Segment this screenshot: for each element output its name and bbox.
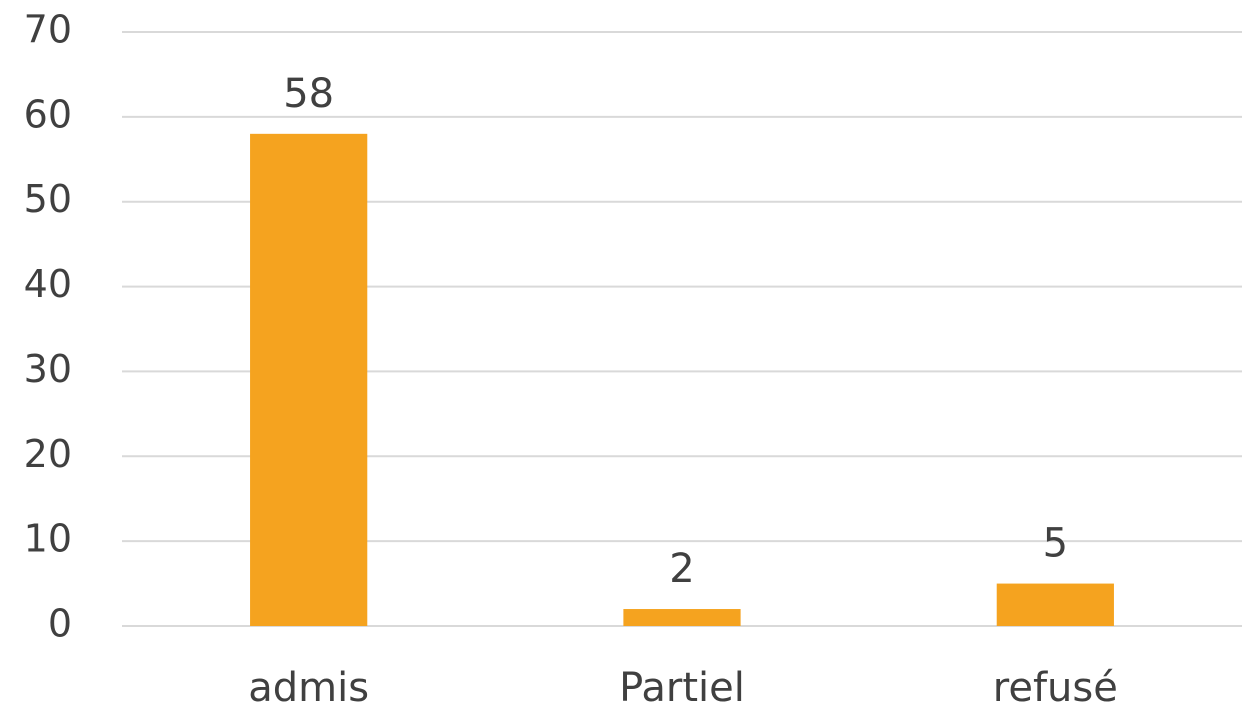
data-label: 5 bbox=[1043, 521, 1068, 567]
bar bbox=[250, 133, 368, 627]
x-tick-label: Partiel bbox=[619, 665, 745, 711]
y-tick-label: 40 bbox=[24, 262, 72, 306]
y-tick-label: 0 bbox=[48, 602, 72, 646]
y-tick-label: 20 bbox=[24, 432, 72, 476]
bar bbox=[996, 583, 1114, 626]
data-label: 58 bbox=[283, 71, 334, 117]
y-tick-label: 60 bbox=[24, 92, 72, 136]
y-tick-label: 10 bbox=[24, 517, 72, 561]
y-tick-label: 50 bbox=[24, 177, 72, 221]
bar bbox=[623, 609, 741, 626]
y-tick-label: 70 bbox=[24, 8, 72, 52]
x-tick-label: admis bbox=[248, 665, 369, 711]
data-label: 2 bbox=[669, 546, 694, 592]
x-tick-label: refusé bbox=[993, 665, 1118, 711]
y-tick-label: 30 bbox=[24, 347, 72, 391]
